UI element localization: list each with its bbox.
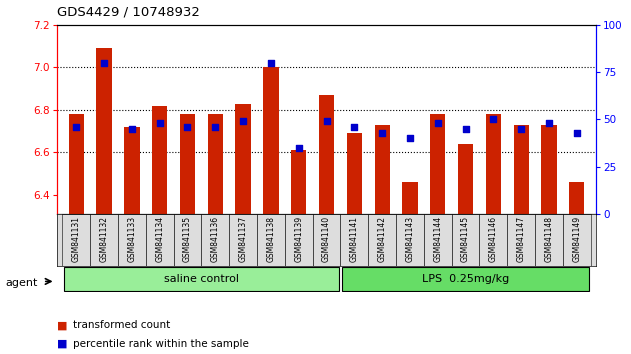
Point — [71, 124, 81, 130]
Text: GSM841137: GSM841137 — [239, 216, 247, 262]
Point — [405, 136, 415, 141]
Bar — [480, 214, 507, 266]
Point — [350, 124, 360, 130]
Text: GSM841141: GSM841141 — [350, 216, 359, 262]
Bar — [257, 214, 285, 266]
Point — [544, 120, 554, 126]
Bar — [319, 95, 334, 214]
Point — [377, 130, 387, 136]
Point — [516, 126, 526, 132]
Text: GSM841131: GSM841131 — [72, 216, 81, 262]
Text: GSM841132: GSM841132 — [100, 216, 109, 262]
Text: GSM841136: GSM841136 — [211, 216, 220, 262]
Bar — [541, 125, 557, 214]
Bar — [124, 127, 139, 214]
Bar — [563, 214, 591, 266]
Point — [238, 119, 248, 124]
Bar — [424, 214, 452, 266]
Bar — [369, 214, 396, 266]
Bar — [535, 214, 563, 266]
Point — [182, 124, 192, 130]
Bar — [486, 114, 501, 214]
Text: GSM841142: GSM841142 — [378, 216, 387, 262]
Bar — [146, 214, 174, 266]
Text: GSM841146: GSM841146 — [489, 216, 498, 262]
Point — [572, 130, 582, 136]
Bar — [152, 105, 167, 214]
Text: GSM841140: GSM841140 — [322, 216, 331, 262]
Text: ■: ■ — [57, 339, 68, 349]
Bar — [569, 182, 584, 214]
Point — [127, 126, 137, 132]
Point — [266, 60, 276, 65]
Point — [210, 124, 220, 130]
Text: GSM841149: GSM841149 — [572, 216, 581, 262]
Bar — [291, 150, 307, 214]
Point — [99, 60, 109, 65]
Bar — [64, 267, 339, 291]
Bar — [263, 67, 278, 214]
Bar — [452, 214, 480, 266]
Point — [155, 120, 165, 126]
Point — [461, 126, 471, 132]
Bar — [90, 214, 118, 266]
Text: saline control: saline control — [164, 274, 239, 284]
Bar — [458, 144, 473, 214]
Text: GSM841135: GSM841135 — [183, 216, 192, 262]
Bar — [375, 125, 390, 214]
Text: percentile rank within the sample: percentile rank within the sample — [73, 339, 249, 349]
Bar — [514, 125, 529, 214]
Bar — [69, 114, 84, 214]
Text: GSM841143: GSM841143 — [406, 216, 415, 262]
Text: GDS4429 / 10748932: GDS4429 / 10748932 — [57, 5, 199, 18]
Bar — [201, 214, 229, 266]
Bar — [180, 114, 195, 214]
Text: GSM841145: GSM841145 — [461, 216, 470, 262]
Point — [322, 119, 332, 124]
Bar — [507, 214, 535, 266]
Text: LPS  0.25mg/kg: LPS 0.25mg/kg — [422, 274, 509, 284]
Text: ■: ■ — [57, 320, 68, 330]
Text: GSM841139: GSM841139 — [294, 216, 304, 262]
Text: GSM841144: GSM841144 — [433, 216, 442, 262]
Bar — [341, 214, 369, 266]
Bar — [403, 182, 418, 214]
Bar — [118, 214, 146, 266]
Bar — [342, 267, 589, 291]
Bar — [285, 214, 312, 266]
Text: GSM841133: GSM841133 — [127, 216, 136, 262]
Text: GSM841148: GSM841148 — [545, 216, 553, 262]
Bar — [208, 114, 223, 214]
Point — [433, 120, 443, 126]
Bar — [62, 214, 90, 266]
Text: transformed count: transformed count — [73, 320, 170, 330]
Bar — [235, 103, 251, 214]
Bar — [346, 133, 362, 214]
Bar — [396, 214, 424, 266]
Text: GSM841147: GSM841147 — [517, 216, 526, 262]
Bar — [97, 48, 112, 214]
Bar — [229, 214, 257, 266]
Bar — [430, 114, 445, 214]
Text: GSM841138: GSM841138 — [266, 216, 275, 262]
Bar — [312, 214, 341, 266]
Bar — [174, 214, 201, 266]
Text: GSM841134: GSM841134 — [155, 216, 164, 262]
Text: agent: agent — [5, 278, 37, 288]
Point — [488, 116, 498, 122]
Point — [293, 145, 304, 151]
